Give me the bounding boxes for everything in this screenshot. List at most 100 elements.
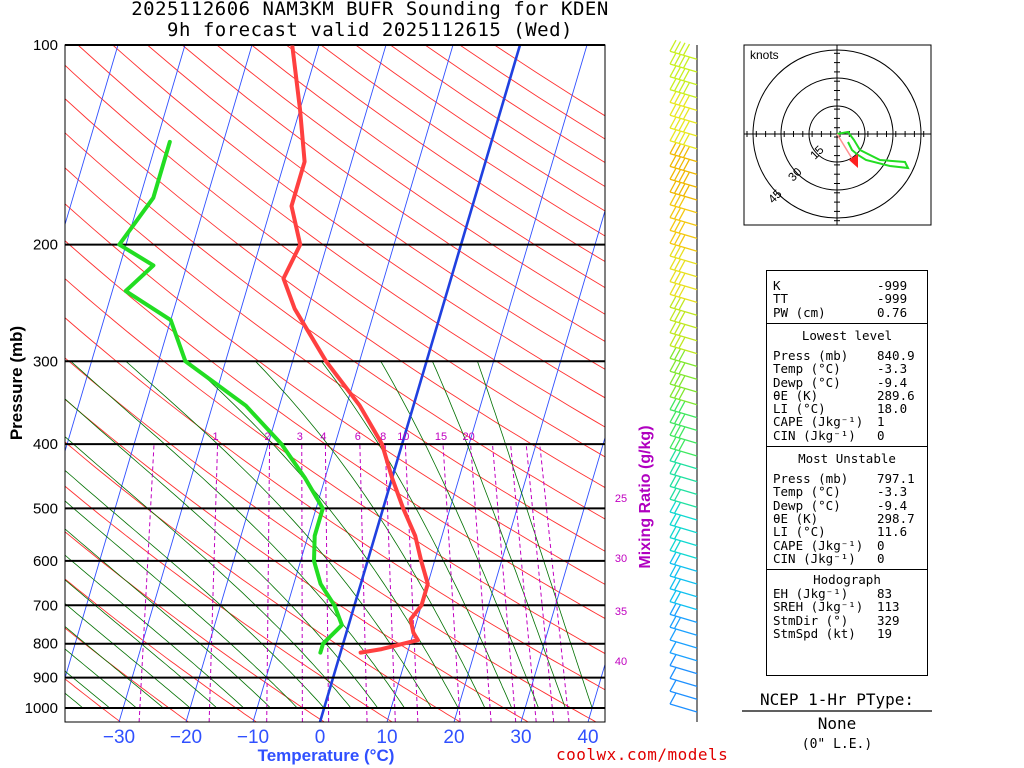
wind-barb	[669, 180, 698, 201]
wind-barb	[669, 654, 698, 675]
moist-adiabat	[188, 361, 459, 709]
wind-barb	[669, 78, 698, 99]
wind-barb	[669, 359, 698, 380]
stats-value: 0.76	[877, 304, 908, 320]
stats-value: 329	[877, 612, 900, 628]
wind-barb	[669, 628, 698, 649]
freezing-isotherm	[318, 45, 522, 722]
stats-label: Dewp (°C)	[773, 374, 841, 390]
stats-value: 298.7	[877, 510, 915, 526]
stats-label: Press (mb)	[773, 471, 849, 486]
pressure-tick: 600	[33, 553, 58, 570]
stats-label: Temp (°C)	[773, 361, 841, 377]
stats-value: 83	[877, 586, 893, 602]
stats-value: 1	[877, 414, 885, 430]
moist-adiabat	[65, 579, 218, 709]
dry-adiabat	[459, 45, 605, 140]
wind-barb	[669, 564, 698, 585]
stats-label: CIN (Jkg⁻¹)	[773, 427, 856, 443]
credit-link[interactable]: coolwx.com/models	[556, 745, 729, 764]
wind-barb	[669, 641, 698, 662]
stats-row: CIN (Jkg⁻¹) 0	[773, 429, 915, 442]
wind-barb	[669, 398, 698, 419]
wind-barb	[669, 692, 698, 713]
wind-barb	[669, 155, 698, 176]
wind-barb	[669, 142, 698, 163]
pressure-tick: 500	[33, 500, 58, 517]
y-axis-label: Pressure (mb)	[7, 326, 26, 440]
dry-adiabat	[65, 64, 605, 458]
stats-label: CAPE (Jkg⁻¹)	[773, 414, 864, 430]
isotherms	[65, 45, 605, 722]
mixing-ratio-line	[208, 444, 219, 722]
dry-adiabat	[65, 627, 189, 722]
pressure-tick-labels: 100 200 300 400 500 600 700 800 900 1000	[25, 37, 58, 717]
stats-divider	[767, 322, 927, 324]
mixing-ratio-tick: 8	[380, 431, 386, 443]
mixing-ratio-line	[138, 444, 155, 722]
chart-title: 2025112606 NAM3KM BUFR Sounding for KDEN	[131, 0, 609, 20]
mixing-ratio-lines	[138, 444, 570, 722]
mixing-ratio-line	[384, 444, 396, 722]
wind-barb	[669, 206, 698, 227]
stats-row: Dewp (°C) -9.4	[773, 499, 915, 512]
pressure-tick: 300	[33, 353, 58, 370]
stats-label: StmSpd (kt)	[773, 626, 856, 641]
dry-adiabat	[65, 203, 605, 585]
wind-barb	[669, 436, 698, 457]
stats-label: LI (°C)	[773, 524, 826, 540]
stats-row: PW (cm) 0.76	[773, 306, 915, 319]
wind-barb	[669, 385, 698, 406]
stats-row: CAPE (Jkg⁻¹) 1	[773, 415, 915, 428]
wind-barb	[669, 308, 698, 329]
ptype-accumulation: (0" L.E.)	[801, 737, 873, 752]
pressure-tick: 1000	[25, 700, 58, 717]
wind-barb	[669, 103, 698, 124]
temperature-tick: 20	[443, 727, 464, 748]
wind-barb	[669, 539, 698, 560]
isotherm	[185, 45, 387, 722]
stats-label: SREH (Jkg⁻¹)	[773, 599, 864, 615]
wind-barb	[669, 577, 698, 598]
temperature-trace	[281, 45, 430, 655]
moist-adiabat	[255, 361, 486, 709]
temperature-tick-labels: −30 −20 −10 0 10 20 30 40	[103, 727, 599, 748]
mixing-ratio-line	[491, 444, 517, 722]
dry-adiabat	[147, 45, 605, 370]
dry-adiabat	[181, 45, 605, 342]
mixing-ratio-line	[404, 444, 419, 722]
pressure-tick: 400	[33, 436, 58, 453]
pressure-tick: 900	[33, 670, 58, 687]
moist-adiabat	[65, 670, 110, 709]
dry-adiabat	[65, 398, 529, 722]
stats-label: LI (°C)	[773, 401, 826, 417]
stats-label: CAPE (Jkg⁻¹)	[773, 537, 864, 553]
wind-barb	[669, 513, 698, 534]
wind-barb	[669, 487, 698, 508]
moist-adiabat	[380, 361, 539, 709]
dry-adiabat	[65, 278, 605, 655]
isotherm	[453, 209, 605, 722]
wind-barb	[669, 372, 698, 393]
mixing-ratio-labels: 1 2 3 4 6 8 10 15 20 25 30 35 40	[213, 431, 628, 668]
wind-barb	[669, 423, 698, 444]
stats-value: 840.9	[877, 347, 915, 363]
stats-section-title: Lowest level	[801, 327, 893, 343]
temperature-tick: −10	[237, 727, 269, 748]
mixing-ratio-tick: 30	[615, 553, 627, 565]
moist-adiabat	[65, 625, 164, 709]
stats-row: Temp (°C) -3.3	[773, 362, 915, 375]
stats-row: Press (mb) 797.1	[773, 472, 915, 485]
stats-value: -3.3	[877, 484, 908, 500]
stats-value: 0	[877, 537, 885, 553]
hodograph-units: knots	[750, 48, 779, 62]
stats-label: StmDir (°)	[773, 612, 849, 628]
mixing-ratio-line	[324, 444, 330, 722]
moist-adiabat	[65, 398, 379, 709]
mixing-ratio-tick: 25	[615, 493, 627, 505]
isotherm	[252, 45, 454, 722]
stats-value: 0	[877, 550, 885, 566]
dry-adiabat	[65, 167, 605, 552]
mixing-ratio-tick: 20	[462, 431, 474, 443]
